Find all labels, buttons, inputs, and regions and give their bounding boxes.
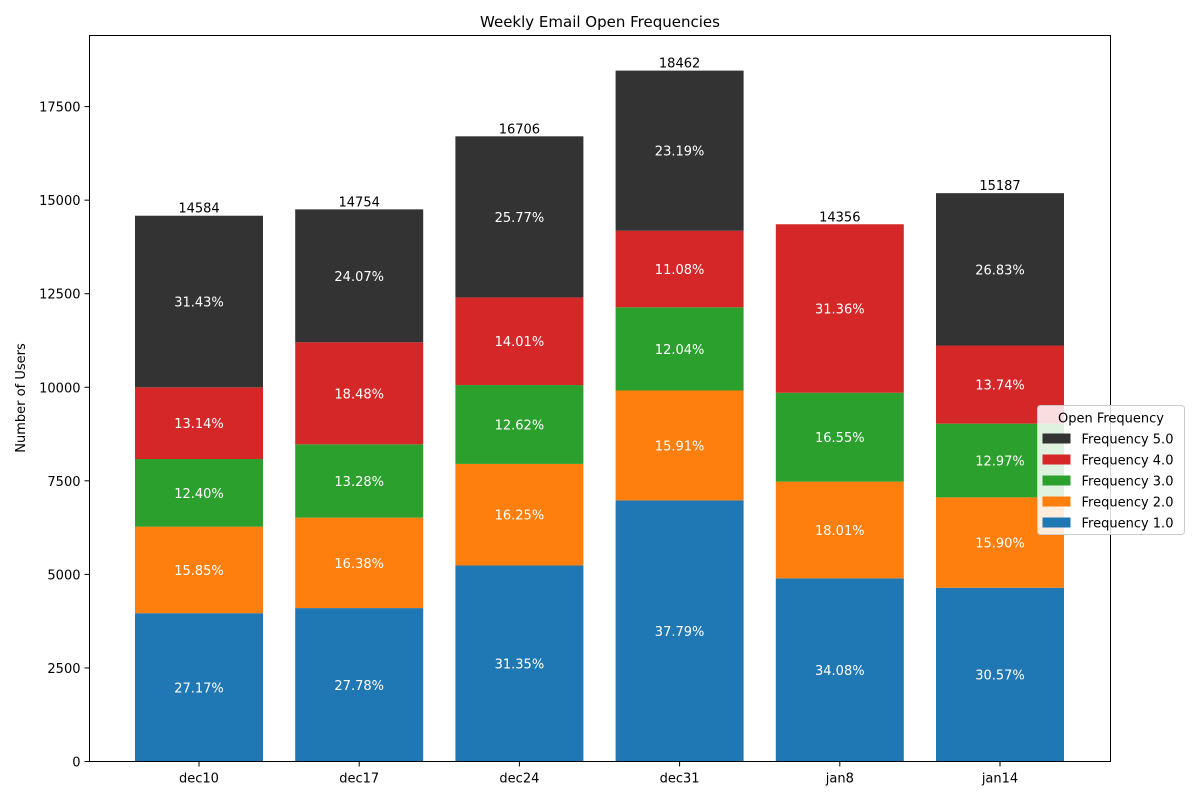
bar-segment <box>135 387 263 460</box>
segment-percent-label: 25.77% <box>495 211 545 226</box>
segment-percent-label: 16.38% <box>334 557 384 572</box>
bar-segment <box>615 230 744 308</box>
bar-segment <box>455 385 584 464</box>
legend-label: Frequency 3.0 <box>1082 475 1174 490</box>
bar-segment <box>615 390 744 501</box>
bar-segment <box>615 70 744 231</box>
legend-box <box>1037 405 1185 535</box>
bar-segment <box>135 459 263 527</box>
chart-title: Weekly Email Open Frequencies <box>480 13 720 31</box>
segment-percent-label: 26.83% <box>975 263 1025 278</box>
bar-segment <box>135 215 263 388</box>
segment-percent-label: 37.79% <box>655 625 705 640</box>
y-axis: 0 2500 5000 7500 10000 12500 15000 17500 <box>39 101 90 771</box>
bar-segment <box>775 481 904 579</box>
y-tick-label: 7500 <box>47 475 80 490</box>
y-tick-label: 0 <box>72 756 80 771</box>
segment-percent-label: 27.17% <box>174 681 224 696</box>
x-tick-label: dec10 <box>179 772 219 787</box>
y-tick-label: 15000 <box>39 194 80 209</box>
legend-swatch <box>1042 433 1071 444</box>
segment-percent-label: 11.08% <box>655 263 705 278</box>
bar-segment <box>455 297 584 386</box>
segment-percent-label: 12.62% <box>495 418 545 433</box>
bar-segment <box>936 193 1064 346</box>
segment-percent-label: 15.90% <box>975 537 1025 552</box>
bar-segment <box>455 463 584 566</box>
segment-percent-label: 30.57% <box>975 669 1025 684</box>
bar-segment <box>775 578 904 762</box>
segment-percent-label: 27.78% <box>334 679 384 694</box>
segment-percent-label: 18.48% <box>334 387 384 402</box>
segment-percent-label: 31.43% <box>174 296 224 311</box>
bar-segment <box>936 587 1064 762</box>
bar-segment <box>455 565 584 762</box>
x-tick-label: dec31 <box>660 772 700 787</box>
x-axis: dec10 dec17 dec24 dec31 jan8 jan14 <box>179 761 1018 787</box>
x-tick-label: dec24 <box>499 772 539 787</box>
segment-percent-label: 15.91% <box>655 439 705 454</box>
x-tick-label: jan8 <box>825 772 854 787</box>
bar-total-label: 14356 <box>819 210 860 225</box>
x-tick-label: dec17 <box>339 772 379 787</box>
legend-title: Open Frequency <box>1058 412 1164 427</box>
segment-percent-label: 14.01% <box>495 335 545 350</box>
segment-percent-label: 31.35% <box>495 658 545 673</box>
segment-percent-label: 15.85% <box>174 564 224 579</box>
segment-percent-label: 12.40% <box>174 487 224 502</box>
legend-label: Frequency 2.0 <box>1082 496 1174 511</box>
segment-percent-label: 13.28% <box>334 475 384 490</box>
legend-swatch <box>1042 496 1071 507</box>
y-tick-label: 17500 <box>39 101 80 116</box>
legend-swatch <box>1042 475 1071 486</box>
y-tick-label: 2500 <box>47 662 80 677</box>
bar-total-label: 18462 <box>659 57 700 72</box>
segment-percent-label: 12.04% <box>655 343 705 358</box>
bar-segment <box>295 608 424 762</box>
segment-percent-label: 24.07% <box>334 270 384 285</box>
plot-frame <box>89 35 1111 762</box>
segment-percent-label: 13.74% <box>975 379 1025 394</box>
bar-segment <box>295 342 424 445</box>
legend-label: Frequency 1.0 <box>1082 517 1174 532</box>
bar-segment <box>455 136 584 298</box>
y-tick-label: 10000 <box>39 381 80 396</box>
legend-swatch <box>1042 454 1071 465</box>
bar-segment <box>135 613 263 762</box>
legend: Open Frequency Frequency 5.0 Frequency 4.0… <box>1037 405 1185 535</box>
legend-label: Frequency 4.0 <box>1082 454 1174 469</box>
bars-group: 27.17% 15.85% 12.40% 13.14% 31.43% 14584 27.78… <box>135 57 1064 762</box>
bar-total-label: 14754 <box>339 195 380 210</box>
segment-percent-label: 18.01% <box>815 524 865 539</box>
bar-segment <box>295 209 424 343</box>
x-tick-label: jan14 <box>981 772 1018 787</box>
segment-percent-label: 13.14% <box>174 417 224 432</box>
segment-percent-label: 34.08% <box>815 664 865 679</box>
bar-segment <box>295 517 424 609</box>
bar-total-label: 14584 <box>178 202 219 217</box>
segment-percent-label: 16.25% <box>495 509 545 524</box>
bar-segment <box>295 444 424 518</box>
y-tick-label: 12500 <box>39 288 80 303</box>
legend-label: Frequency 5.0 <box>1082 433 1174 448</box>
bar-total-label: 15187 <box>979 179 1020 194</box>
y-tick-label: 5000 <box>47 568 80 583</box>
bar-total-label: 16706 <box>499 122 540 137</box>
bar-segment <box>775 224 904 393</box>
bar-segment <box>615 500 744 762</box>
segment-percent-label: 31.36% <box>815 302 865 317</box>
segment-percent-label: 16.55% <box>815 431 865 446</box>
segment-percent-label: 23.19% <box>655 145 705 160</box>
legend-swatch <box>1042 517 1071 528</box>
bar-segment <box>775 392 904 482</box>
bar-segment <box>615 307 744 391</box>
bar-segment <box>135 526 263 614</box>
segment-percent-label: 12.97% <box>975 455 1025 470</box>
y-axis-label: Number of Users <box>14 343 29 453</box>
